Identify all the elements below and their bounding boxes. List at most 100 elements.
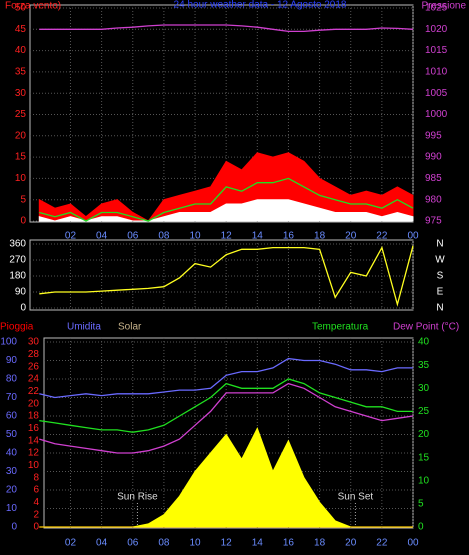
y2-tick-label: 5 xyxy=(418,499,424,510)
legend-label: Solar xyxy=(118,322,142,333)
y3-tick-label: 28 xyxy=(28,349,40,360)
y2-tick-label: 25 xyxy=(418,406,430,417)
y-axis-label: Forza vento) xyxy=(5,1,61,12)
y-tick-label: 5 xyxy=(20,194,26,205)
y-tick-label: 15 xyxy=(15,152,27,163)
y2-tick-label: N xyxy=(436,239,443,250)
y-tick-label: 80 xyxy=(6,374,18,385)
y3-tick-label: 4 xyxy=(33,497,39,508)
x-tick-label: 16 xyxy=(283,538,295,549)
y-tick-label: 0 xyxy=(20,216,26,227)
x-tick-label: 10 xyxy=(189,231,201,242)
legend-label: Umidita xyxy=(67,322,101,333)
y2-tick-label: 990 xyxy=(425,152,442,163)
y3-tick-label: 2 xyxy=(33,509,39,520)
y-tick-label: 30 xyxy=(15,88,27,99)
y3-tick-label: 10 xyxy=(28,460,40,471)
y2-tick-label: 995 xyxy=(425,130,442,141)
y3-tick-label: 8 xyxy=(33,472,39,483)
x-tick-label: 02 xyxy=(65,231,77,242)
y2-tick-label: 975 xyxy=(425,216,442,227)
line xyxy=(39,378,413,433)
y-tick-label: 270 xyxy=(9,255,26,266)
y-tick-label: 20 xyxy=(15,130,27,141)
y-tick-label: 45 xyxy=(15,24,27,35)
x-tick-label: 12 xyxy=(221,538,233,549)
line xyxy=(39,382,414,454)
y-tick-label: 100 xyxy=(0,337,17,348)
y3-tick-label: 18 xyxy=(28,411,40,422)
y3-tick-label: 12 xyxy=(28,448,40,459)
y2-tick-label: 980 xyxy=(425,194,442,205)
y-tick-label: 35 xyxy=(15,67,27,78)
y-tick-label: 10 xyxy=(15,173,27,184)
y2-axis-label: Pressione xyxy=(422,1,467,12)
area xyxy=(39,427,413,528)
y2-tick-label: 15 xyxy=(418,452,430,463)
legend-label: Dew Point (°C) xyxy=(393,322,459,333)
x-tick-label: 22 xyxy=(376,538,388,549)
y3-tick-label: 6 xyxy=(33,485,39,496)
y-tick-label: 360 xyxy=(9,239,26,250)
y-tick-label: 0 xyxy=(20,303,26,314)
plot-frame xyxy=(43,337,414,529)
legend-label: Temperatura xyxy=(312,322,369,333)
y2-tick-label: 20 xyxy=(418,429,430,440)
line xyxy=(39,357,413,399)
y3-tick-label: 24 xyxy=(28,374,40,385)
x-tick-label: 18 xyxy=(314,231,326,242)
x-tick-label: 08 xyxy=(158,231,170,242)
y-tick-label: 20 xyxy=(6,485,18,496)
y2-tick-label: E xyxy=(437,287,444,298)
x-tick-label: 00 xyxy=(407,538,419,549)
y2-tick-label: N xyxy=(436,303,443,314)
y2-tick-label: 1005 xyxy=(425,88,448,99)
y2-tick-label: 1010 xyxy=(425,67,448,78)
y-tick-label: 0 xyxy=(11,522,17,533)
y2-tick-label: 10 xyxy=(418,475,430,486)
y-tick-label: 50 xyxy=(15,3,27,14)
x-tick-label: 04 xyxy=(96,538,108,549)
x-tick-label: 18 xyxy=(314,538,326,549)
y3-tick-label: 30 xyxy=(28,337,40,348)
x-tick-label: 06 xyxy=(127,538,139,549)
y-tick-label: 90 xyxy=(15,287,27,298)
y2-tick-label: 0 xyxy=(418,522,424,533)
y2-tick-label: 35 xyxy=(418,360,430,371)
y-tick-label: 40 xyxy=(6,448,18,459)
y-tick-label: 10 xyxy=(6,503,18,514)
line xyxy=(39,245,414,307)
x-tick-label: 12 xyxy=(221,231,233,242)
x-tick-label: 08 xyxy=(158,538,170,549)
y-tick-label: 25 xyxy=(15,109,27,120)
y3-tick-label: 22 xyxy=(28,386,40,397)
y2-tick-label: 1000 xyxy=(425,109,448,120)
y2-tick-label: 40 xyxy=(418,337,430,348)
area xyxy=(38,199,414,222)
x-tick-label: 20 xyxy=(345,538,357,549)
y2-tick-label: 1020 xyxy=(425,24,448,35)
x-tick-label: 14 xyxy=(252,231,264,242)
x-tick-label: 20 xyxy=(345,231,357,242)
x-tick-label: 02 xyxy=(65,538,77,549)
x-tick-label: 00 xyxy=(407,231,419,242)
y2-tick-label: 985 xyxy=(425,173,442,184)
y3-tick-label: 0 xyxy=(33,522,39,533)
line xyxy=(39,24,414,33)
y-tick-label: 90 xyxy=(6,355,18,366)
y-tick-label: 50 xyxy=(6,429,18,440)
x-tick-label: 06 xyxy=(127,231,139,242)
annotation: Sun Set xyxy=(338,492,374,503)
y2-tick-label: 1015 xyxy=(425,45,448,56)
chart-title: 24 hour weather data - 12 Agosto 2018 xyxy=(174,0,347,11)
y3-tick-label: 16 xyxy=(28,423,40,434)
y-tick-label: 30 xyxy=(6,466,18,477)
y2-tick-label: S xyxy=(437,271,444,282)
x-tick-label: 10 xyxy=(189,538,201,549)
y2-tick-label: W xyxy=(435,255,445,266)
x-tick-label: 04 xyxy=(96,231,108,242)
y3-tick-label: 20 xyxy=(28,398,40,409)
y3-tick-label: 26 xyxy=(28,361,40,372)
y-tick-label: 70 xyxy=(6,392,18,403)
